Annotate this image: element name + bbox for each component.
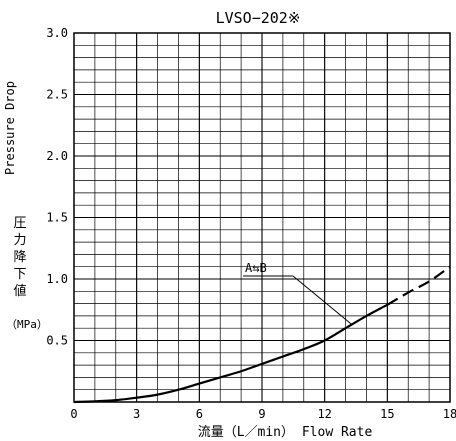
x-tick-label: 3 [133,407,140,421]
annotation-leader-line [292,275,353,325]
y-tick-labels: 0.5 1.0 1.5 2.0 2.5 3.0 [46,26,68,348]
y-tick-label: 2.5 [46,88,68,102]
y-axis-label-jp-char: 下 [13,267,26,282]
x-tick-label: 9 [258,407,265,421]
series-line-dashed [386,265,451,306]
x-tick-label: 6 [196,407,203,421]
annotation: A⇆B [243,261,353,325]
series-layer [73,265,451,404]
series-line-a-b [73,303,388,404]
plot-frame [73,32,451,403]
y-axis-label-jp-char: 圧 [13,216,26,231]
y-tick-label: 3.0 [46,26,68,40]
y-tick-label: 0.5 [46,334,68,348]
y-tick-label: 1.5 [46,211,68,225]
annotation-label: A⇆B [245,261,267,275]
chart-title: LVSO−202※ [216,9,301,27]
y-axis-label-jp-char: 力 [13,233,26,248]
x-tick-label: 0 [70,407,77,421]
y-axis-label-jp-char: 値 [13,283,26,299]
grid-major [74,33,450,402]
x-axis-label: 流量（L／min） Flow Rate [198,425,373,440]
y-axis-label-en: Pressure Drop [3,81,17,175]
y-tick-label: 2.0 [46,149,68,163]
x-tick-label: 18 [443,407,456,421]
y-tick-label: 1.0 [46,272,68,286]
x-tick-labels: 0 3 6 9 12 15 18 [70,407,456,421]
x-tick-label: 15 [380,407,394,421]
y-axis-unit: （MPa） [6,318,48,331]
x-tick-label: 12 [317,407,331,421]
y-axis-label-jp-char: 降 [13,250,26,265]
